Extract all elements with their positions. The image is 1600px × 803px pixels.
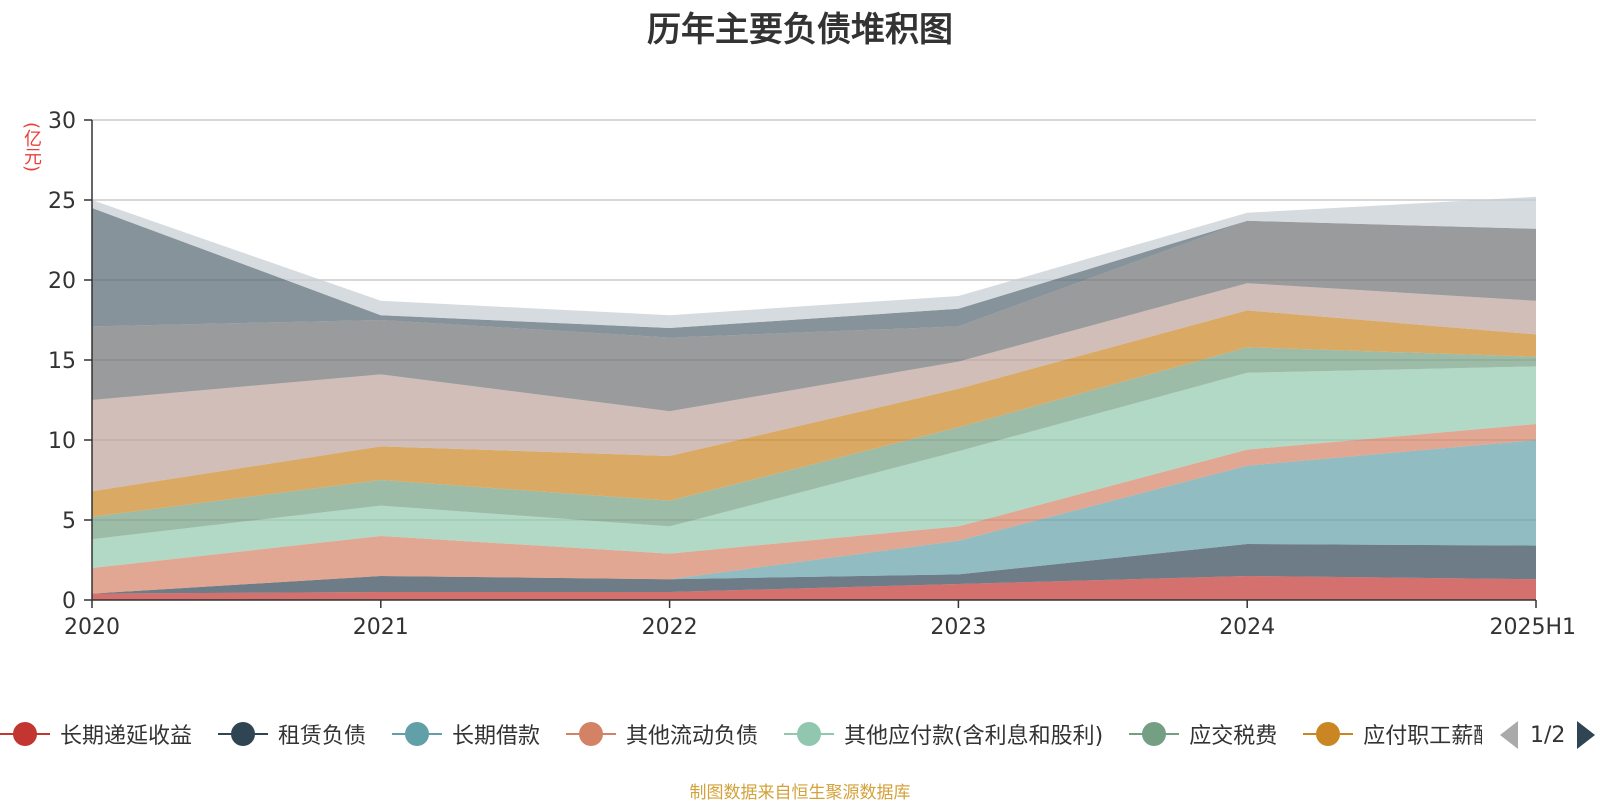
x-tick-label: 2021 — [353, 615, 409, 640]
area-series-4 — [92, 424, 1536, 594]
legend-item-label: 应付职工薪酬 — [1363, 724, 1482, 749]
legend-item-label: 应交税费 — [1189, 724, 1278, 749]
area-series-5 — [92, 366, 1536, 568]
area-series-3 — [92, 440, 1536, 594]
legend-next-page-icon[interactable] — [1577, 721, 1596, 749]
legend-item-label: 长期借款 — [452, 724, 541, 749]
area-series-8 — [92, 283, 1536, 492]
source-note: 制图数据来自恒生聚源数据库 — [689, 783, 911, 803]
x-tick-label: 2025H1 — [1489, 615, 1576, 640]
y-tick-label: 25 — [48, 189, 76, 214]
x-tick-label: 2023 — [930, 615, 986, 640]
area-series-2 — [92, 544, 1536, 594]
area-series-9 — [92, 220, 1536, 412]
legend-marker-icon — [1303, 722, 1354, 746]
legend-item[interactable]: 应交税费 — [1129, 712, 1277, 756]
chart-title: 历年主要负债堆积图 — [647, 10, 953, 50]
legend-page-indicator: 1/2 — [1530, 722, 1566, 748]
y-tick-label: 20 — [48, 269, 76, 294]
legend-marker-icon — [566, 722, 617, 746]
legend-pager: 1/2 — [1500, 718, 1596, 752]
legend-item-label: 租赁负债 — [278, 724, 367, 749]
legend: 长期递延收益 租赁负债 长期借款 其他流动负债 其他应付款(含利息和股利) 应交税费 应付职… — [0, 712, 1482, 756]
legend-item[interactable]: 长期递延收益 — [0, 712, 192, 756]
y-tick-label: 30 — [48, 109, 76, 134]
legend-item[interactable]: 租赁负债 — [218, 712, 366, 756]
legend-marker-icon — [392, 722, 443, 746]
legend-item[interactable]: 其他应付款(含利息和股利) — [784, 712, 1103, 756]
area-series-6 — [92, 347, 1536, 540]
y-tick-label: 5 — [62, 509, 76, 534]
legend-item[interactable]: 应付职工薪酬 — [1303, 712, 1482, 756]
legend-item[interactable]: 长期借款 — [392, 712, 540, 756]
legend-marker-icon — [0, 722, 50, 746]
legend-prev-page-icon[interactable] — [1500, 721, 1518, 749]
area-series — [92, 196, 1536, 600]
axes: 0 5 10 15 20 25 30 2020 2021 2022 2023 2024 2025H1 — [48, 109, 1576, 640]
legend-marker-icon — [1129, 722, 1180, 746]
y-axis-unit-label: (亿元) — [21, 122, 42, 173]
x-tick-label: 2024 — [1219, 615, 1275, 640]
area-series-7 — [92, 310, 1536, 517]
x-tick-label: 2022 — [642, 615, 698, 640]
legend-item-label: 长期递延收益 — [60, 724, 193, 749]
legend-item-label: 其他应付款(含利息和股利) — [844, 724, 1104, 749]
y-tick-label: 15 — [48, 349, 76, 374]
x-tick-label: 2020 — [64, 615, 120, 640]
y-tick-label: 0 — [62, 589, 76, 614]
area-series-11 — [92, 196, 1536, 328]
y-tick-label: 10 — [48, 429, 76, 454]
legend-item[interactable]: 其他流动负债 — [566, 712, 758, 756]
legend-marker-icon — [218, 722, 269, 746]
legend-item-label: 其他流动负债 — [626, 724, 759, 749]
legend-marker-icon — [784, 722, 835, 746]
